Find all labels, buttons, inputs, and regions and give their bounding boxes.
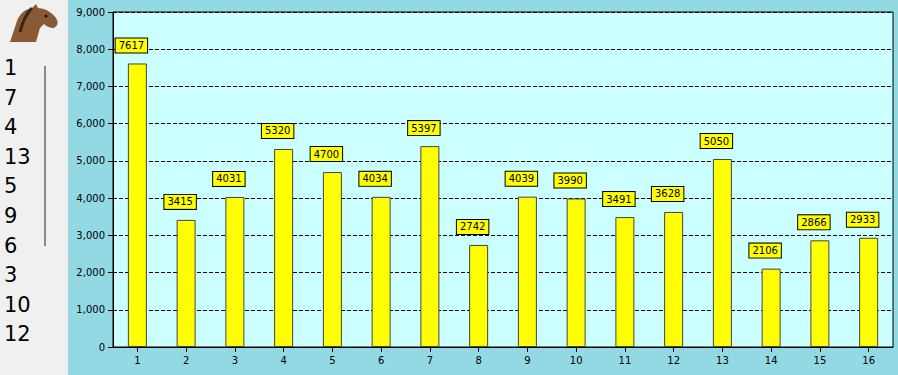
svg-text:2: 2: [183, 355, 189, 366]
svg-text:4031: 4031: [216, 173, 241, 184]
svg-text:13: 13: [716, 355, 729, 366]
svg-text:2866: 2866: [801, 217, 826, 228]
svg-text:3990: 3990: [557, 175, 582, 186]
svg-text:3491: 3491: [606, 194, 631, 205]
svg-text:14: 14: [765, 355, 778, 366]
svg-text:2933: 2933: [850, 214, 875, 225]
svg-text:8: 8: [475, 355, 481, 366]
svg-text:2742: 2742: [460, 221, 485, 232]
svg-text:4700: 4700: [314, 149, 339, 160]
svg-text:6: 6: [378, 355, 384, 366]
svg-text:3415: 3415: [167, 196, 192, 207]
svg-text:7: 7: [427, 355, 433, 366]
svg-text:1: 1: [134, 355, 140, 366]
svg-text:7,000: 7,000: [76, 81, 105, 92]
svg-text:15: 15: [814, 355, 827, 366]
html-text:7: 7: [4, 85, 18, 110]
html-text:1: 1: [4, 56, 18, 80]
svg-text:9,000: 9,000: [76, 7, 105, 18]
html-text:9: 9: [4, 204, 18, 228]
svg-text:5050: 5050: [704, 136, 729, 147]
svg-text:5: 5: [329, 355, 335, 366]
svg-text:9: 9: [524, 355, 530, 366]
svg-text:11: 11: [619, 355, 632, 366]
svg-text:3,000: 3,000: [76, 230, 105, 241]
svg-text:2106: 2106: [752, 245, 777, 256]
svg-text:4: 4: [280, 355, 286, 366]
svg-text:16: 16: [862, 355, 875, 366]
svg-text:2,000: 2,000: [76, 267, 105, 278]
svg-text:5320: 5320: [265, 125, 290, 136]
svg-text:6,000: 6,000: [76, 118, 105, 129]
svg-text:7617: 7617: [119, 40, 144, 51]
svg-text:5397: 5397: [411, 123, 436, 134]
html-text:4: 4: [4, 115, 18, 140]
svg-text:4,000: 4,000: [76, 193, 105, 204]
svg-text:0: 0: [99, 342, 105, 353]
svg-text:8,000: 8,000: [76, 44, 105, 55]
html-text:3: 3: [4, 263, 18, 288]
svg-text:4039: 4039: [509, 173, 534, 184]
html-text:5: 5: [4, 174, 18, 199]
svg-text:12: 12: [667, 355, 680, 366]
html-text:12: 12: [4, 322, 31, 347]
svg-text:5,000: 5,000: [76, 155, 105, 166]
svg-text:10: 10: [570, 355, 583, 366]
html-text:13: 13: [4, 144, 31, 169]
svg-text:1,000: 1,000: [76, 304, 105, 315]
svg-text:3: 3: [232, 355, 238, 366]
html-text:6: 6: [4, 233, 18, 258]
svg-text:4034: 4034: [362, 173, 387, 184]
html-text:10: 10: [4, 292, 31, 317]
svg-text:3628: 3628: [655, 188, 680, 199]
